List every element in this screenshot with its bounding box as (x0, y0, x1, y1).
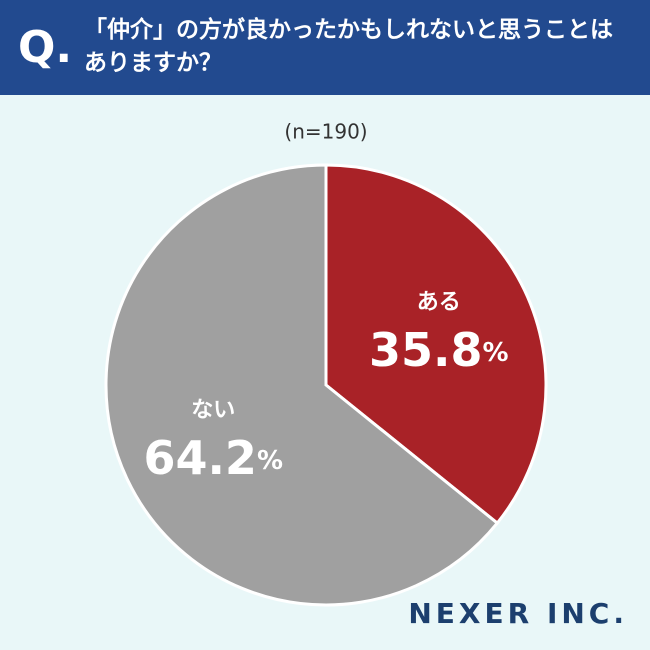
pie-slice (324, 163, 548, 526)
slice-category: ある (417, 290, 461, 315)
header: Q. 「仲介」の方が良かったかもしれないと思うことはありますか？ (0, 0, 650, 95)
pie-slice (104, 163, 500, 607)
chart-title: 「仲介」の方が良かったかもしれないと思うことはありますか？ (84, 17, 613, 76)
subtitle: (n=190) (284, 120, 367, 144)
chart: (n=190) NEXER INC. ある 35.8% ない 64.2% (104, 120, 628, 630)
slice-value-label: 64.2% (143, 430, 283, 484)
slice-value-label: 35.8% (369, 323, 509, 377)
slice-category: ない (191, 398, 235, 423)
logo: NEXER INC. (408, 597, 628, 630)
question-mark: Q. (18, 22, 73, 73)
